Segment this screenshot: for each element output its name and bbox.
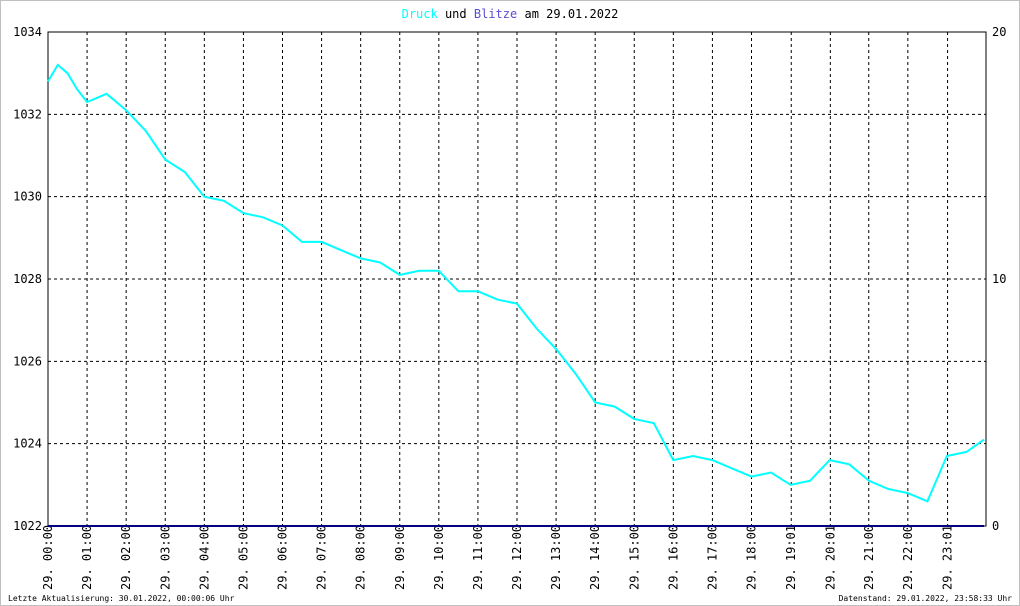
chart-title: Druck und Blitze am 29.01.2022: [402, 7, 619, 21]
x-tick-label: 29. 12:00: [510, 525, 524, 590]
title-connector: und: [445, 7, 467, 21]
x-tick-label: 29. 02:00: [119, 525, 133, 590]
x-tick-label: 29. 17:00: [705, 525, 719, 590]
x-tick-label: 29. 15:00: [627, 525, 641, 590]
x-tick-label: 29. 03:00: [158, 525, 172, 590]
x-tick-label: 29. 09:00: [393, 525, 407, 590]
x-tick-label: 29. 06:00: [276, 525, 290, 590]
y2-tick-label: 10: [992, 272, 1006, 286]
x-tick-label: 29. 13:00: [549, 525, 563, 590]
x-tick-label: 29. 00:00: [41, 525, 55, 590]
y2-tick-label: 0: [992, 519, 999, 533]
x-tick-label: 29. 21:00: [862, 525, 876, 590]
x-tick-label: 29. 20:01: [823, 525, 837, 590]
x-tick-label: 29. 11:00: [471, 525, 485, 590]
y-tick-label: 1034: [13, 25, 42, 39]
title-series-1: Druck: [402, 7, 439, 21]
x-tick-label: 29. 10:00: [432, 525, 446, 590]
x-tick-label: 29. 04:00: [197, 525, 211, 590]
y-tick-label: 1022: [13, 519, 42, 533]
footer-right: Datenstand: 29.01.2022, 23:58:33 Uhr: [839, 594, 1013, 603]
y-tick-label: 1024: [13, 437, 42, 451]
x-tick-label: 29. 23:01: [941, 525, 955, 590]
y2-tick-label: 20: [992, 25, 1006, 39]
y-tick-label: 1028: [13, 272, 42, 286]
footer-left: Letzte Aktualisierung: 30.01.2022, 00:00…: [8, 594, 235, 603]
x-tick-label: 29. 19:01: [784, 525, 798, 590]
title-date: am 29.01.2022: [524, 7, 618, 21]
y-tick-label: 1030: [13, 190, 42, 204]
x-tick-label: 29. 01:00: [80, 525, 94, 590]
x-tick-label: 29. 07:00: [315, 525, 329, 590]
x-tick-label: 29. 16:00: [666, 525, 680, 590]
x-tick-label: 29. 14:00: [588, 525, 602, 590]
x-tick-label: 29. 18:00: [745, 525, 759, 590]
x-tick-label: 29. 22:00: [901, 525, 915, 590]
series-line: [47, 63, 985, 503]
x-tick-label: 29. 08:00: [354, 525, 368, 590]
title-series-2: Blitze: [474, 7, 517, 21]
y-tick-label: 1026: [13, 354, 42, 368]
y-tick-label: 1032: [13, 107, 42, 121]
x-tick-label: 29. 05:00: [236, 525, 250, 590]
